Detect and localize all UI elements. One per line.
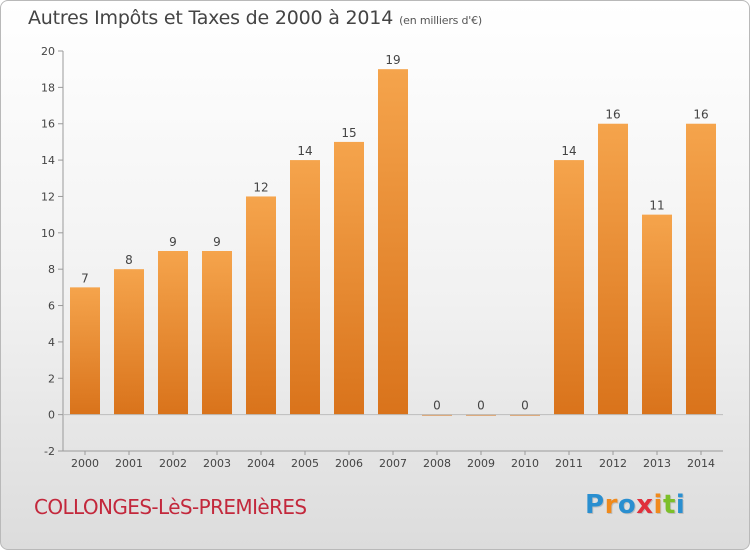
proxiti-logo[interactable]: Proxiti: [585, 490, 685, 520]
bar: [246, 196, 276, 415]
logo-letter: i: [653, 490, 663, 520]
x-tick-label: 2002: [159, 457, 187, 470]
x-tick-label: 2012: [599, 457, 627, 470]
commune-name: COLLONGES-LèS-PREMIèRES: [34, 495, 307, 519]
y-tick-label: 14: [41, 154, 55, 167]
logo-letter: i: [675, 490, 686, 520]
logo-letter: o: [617, 490, 637, 520]
logo-letter: x: [636, 490, 654, 520]
bar: [554, 160, 584, 415]
bar: [202, 251, 232, 415]
y-tick-label: 16: [41, 118, 55, 131]
x-tick-label: 2007: [379, 457, 407, 470]
bar-value-label: 15: [341, 126, 356, 140]
bar: [114, 269, 144, 415]
y-tick-label: 0: [48, 409, 55, 422]
x-tick-label: 2014: [687, 457, 715, 470]
bar-value-label: 8: [125, 253, 133, 267]
chart-title: Autres Impôts et Taxes de 2000 à 2014 (en…: [28, 7, 482, 29]
y-tick-label: 12: [41, 190, 55, 203]
x-tick-label: 2003: [203, 457, 231, 470]
logo-letter: P: [585, 490, 605, 520]
x-tick-label: 2005: [291, 457, 319, 470]
y-tick-label: -2: [44, 445, 55, 458]
y-tick-label: 4: [48, 336, 55, 349]
bar-value-label: 16: [693, 108, 708, 122]
bar: [70, 287, 100, 415]
bar-value-label: 11: [649, 199, 664, 213]
chart-unit: (en milliers d'€): [399, 14, 482, 27]
bar-value-label: 9: [213, 235, 221, 249]
bar-value-label: 12: [253, 180, 268, 194]
x-tick-label: 2004: [247, 457, 275, 470]
bar-value-label: 7: [81, 271, 89, 285]
x-tick-label: 2001: [115, 457, 143, 470]
bar: [290, 160, 320, 415]
y-tick-label: 18: [41, 81, 55, 94]
y-tick-label: 10: [41, 227, 55, 240]
bar-value-label: 14: [297, 144, 312, 158]
bars-layer: 7 8 9 9 12 14 15 19 0 0 0 14 16 11 16: [70, 53, 716, 416]
x-tick-label: 2006: [335, 457, 363, 470]
bar-value-label: 19: [385, 53, 400, 67]
bar: [158, 251, 188, 415]
x-tick-label: 2013: [643, 457, 671, 470]
logo-letter: t: [662, 490, 676, 520]
bar-value-label: 14: [561, 144, 576, 158]
x-tick-label: 2011: [555, 457, 583, 470]
bar-value-label: 0: [477, 399, 485, 413]
bar: [334, 141, 364, 415]
bar-value-label: 9: [169, 235, 177, 249]
y-tick-label: 6: [48, 300, 55, 313]
y-tick-label: 20: [41, 45, 55, 58]
axes-layer: -2 0 2 4 6 8 10 12 14 16 18 20 2000 2001 2002 2003 2004 2…: [41, 45, 723, 470]
y-tick-label: 8: [48, 263, 55, 276]
bar: [378, 69, 408, 415]
chart-title-text: Autres Impôts et Taxes de 2000 à 2014: [28, 7, 394, 29]
bar-value-label: 0: [433, 399, 441, 413]
y-tick-label: 2: [48, 372, 55, 385]
x-tick-label: 2008: [423, 457, 451, 470]
bar: [642, 214, 672, 415]
bar-value-label: 16: [605, 108, 620, 122]
x-tick-label: 2009: [467, 457, 495, 470]
x-tick-label: 2010: [511, 457, 539, 470]
x-tick-label: 2000: [71, 457, 99, 470]
bar: [686, 123, 716, 415]
bar-value-label: 0: [521, 399, 529, 413]
logo-letter: r: [604, 490, 618, 520]
bar: [598, 123, 628, 415]
